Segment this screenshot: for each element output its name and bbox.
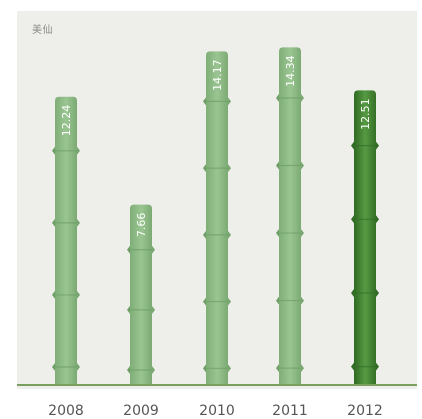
data-label-2012: 12.51	[359, 98, 372, 129]
data-label-2011: 14.34	[284, 55, 297, 87]
data-label-2008: 12.24	[60, 105, 73, 136]
bar-nodes-2010	[203, 97, 206, 373]
x-tick-label-2008: 2008	[48, 403, 84, 419]
bar-2012	[354, 90, 379, 386]
x-tick-label-2009: 2009	[123, 403, 159, 419]
value-labels-group: 12.24 7.66 14.17 14.34 12.51	[60, 55, 372, 237]
bar-nodes-2012	[351, 141, 354, 371]
bar-2008	[55, 96, 80, 386]
chart-title: 美仙	[32, 25, 53, 36]
x-axis-ticks: 2008 2009 2010 2011 2012	[48, 403, 383, 419]
x-tick-label-2012: 2012	[347, 403, 383, 419]
bars-group	[52, 47, 379, 386]
bar-nodes-2011	[276, 93, 279, 373]
data-label-2009: 7.66	[135, 213, 148, 238]
x-tick-label-2011: 2011	[272, 403, 308, 419]
data-label-2010: 14.17	[211, 59, 224, 90]
bar-nodes-2009	[127, 245, 130, 374]
x-tick-label-2010: 2010	[199, 403, 235, 419]
bar-nodes-2008	[52, 146, 55, 371]
